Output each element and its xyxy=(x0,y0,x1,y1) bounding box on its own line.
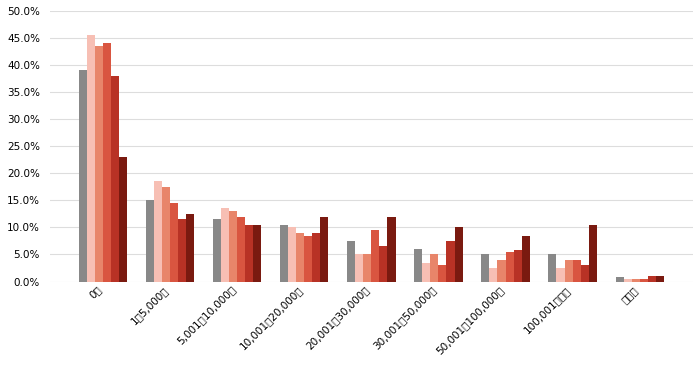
Bar xyxy=(414,249,422,282)
Bar xyxy=(245,225,253,282)
Bar xyxy=(489,268,498,282)
Legend: 全体, 20代, 30代, 40代, 50代, 60代以上: 全体, 20代, 30代, 40代, 50代, 60代以上 xyxy=(211,390,532,391)
Bar xyxy=(447,241,454,282)
Bar xyxy=(253,225,261,282)
Bar xyxy=(79,70,87,282)
Bar xyxy=(103,43,111,282)
Bar xyxy=(514,250,522,282)
Bar xyxy=(280,225,288,282)
Bar xyxy=(388,217,395,282)
Bar xyxy=(615,277,624,282)
Bar xyxy=(640,279,648,282)
Bar xyxy=(580,265,589,282)
Bar xyxy=(111,76,119,282)
Bar xyxy=(154,181,162,282)
Bar xyxy=(379,246,388,282)
Bar xyxy=(288,228,296,282)
Bar xyxy=(221,208,229,282)
Bar xyxy=(573,260,580,282)
Bar xyxy=(347,241,356,282)
Bar xyxy=(87,35,95,282)
Bar xyxy=(589,225,596,282)
Bar xyxy=(321,217,328,282)
Bar xyxy=(505,252,514,282)
Bar xyxy=(213,219,221,282)
Bar xyxy=(372,230,379,282)
Bar xyxy=(498,260,505,282)
Bar xyxy=(304,235,312,282)
Bar xyxy=(170,203,178,282)
Bar xyxy=(237,217,245,282)
Bar xyxy=(656,276,664,282)
Bar xyxy=(438,265,447,282)
Bar xyxy=(454,228,463,282)
Bar xyxy=(556,268,564,282)
Bar xyxy=(119,157,127,282)
Bar xyxy=(648,276,656,282)
Bar xyxy=(296,233,304,282)
Bar xyxy=(624,279,631,282)
Bar xyxy=(356,255,363,282)
Bar xyxy=(186,214,195,282)
Bar xyxy=(430,255,438,282)
Bar xyxy=(312,233,321,282)
Bar xyxy=(422,263,430,282)
Bar xyxy=(631,279,640,282)
Bar xyxy=(95,46,103,282)
Bar xyxy=(146,200,154,282)
Bar xyxy=(564,260,573,282)
Bar xyxy=(178,219,186,282)
Bar xyxy=(522,235,530,282)
Bar xyxy=(162,187,170,282)
Bar xyxy=(363,255,372,282)
Bar xyxy=(229,211,237,282)
Bar xyxy=(548,255,556,282)
Bar xyxy=(482,255,489,282)
